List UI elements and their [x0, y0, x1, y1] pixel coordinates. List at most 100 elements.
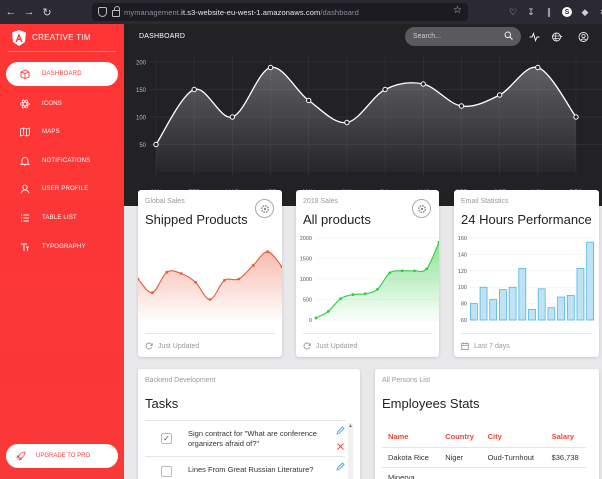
all-products-card: 2018 Sales All products 0 500 1000 1500 2000… — [296, 190, 439, 357]
hero-data-point — [153, 141, 159, 148]
tasks-scrollbar[interactable]: ▲ — [348, 423, 353, 479]
brand[interactable]: CREATIVE TIM — [8, 24, 116, 52]
bar — [566, 295, 575, 321]
card-data-point — [413, 269, 416, 273]
bar — [479, 286, 488, 321]
card-footer-text: Just Updated — [316, 342, 358, 350]
card-data-point — [326, 309, 330, 313]
atom-icon — [20, 99, 30, 108]
task-row: Lines From Great Russian Literature? — [145, 456, 345, 479]
close-icon[interactable] — [336, 442, 345, 451]
sidebar-item-notifications[interactable]: NOTIFICATIONS — [6, 150, 118, 172]
performance-bar-chart: 60 80 100 120 140 160 — [458, 236, 595, 324]
gear-icon — [417, 204, 426, 213]
shield-icon[interactable] — [98, 7, 107, 17]
download-icon[interactable]: ↧ — [527, 6, 535, 17]
card-data-point — [194, 281, 197, 284]
sidebar-item-typography[interactable]: TYPOGRAPHY — [6, 236, 118, 258]
pocket-icon[interactable]: ♡ — [508, 6, 518, 17]
bar — [537, 288, 546, 321]
card-category: Backend Development — [145, 377, 216, 384]
card-data-point — [400, 269, 404, 273]
language-globe-icon[interactable] — [552, 32, 563, 42]
table-row: Dakota Rice Niger Oud-Turnhout $36,738 — [382, 447, 586, 468]
card-data-point — [179, 272, 183, 275]
y-tick-label: 200 — [136, 61, 147, 67]
card-data-point — [339, 297, 342, 301]
all-products-chart: 0 500 1000 1500 2000 — [300, 236, 439, 324]
card-area — [316, 242, 439, 320]
dashboard-icon — [20, 69, 30, 79]
sidebar: CREATIVE TIM DASHBOARD ICONS MAPS NOTIFI… — [0, 24, 124, 479]
upgrade-label: UPGRADE TO PRO — [36, 453, 91, 459]
map-icon — [20, 127, 30, 137]
table-cell: Minerva — [382, 467, 440, 479]
sidebar-item-label: NOTIFICATIONS — [42, 157, 91, 164]
card-category: Email Statistics — [461, 198, 509, 205]
list-icon — [21, 214, 29, 222]
column-header: Country — [439, 427, 482, 448]
y-tick-label: 160 — [458, 236, 467, 242]
scroll-up-icon[interactable]: ▲ — [348, 423, 353, 429]
edit-icon[interactable] — [336, 462, 345, 471]
reload-icon[interactable]: ↻ — [42, 6, 52, 19]
extensions-icon[interactable]: ◆ — [581, 6, 589, 17]
account-icon[interactable] — [578, 32, 589, 42]
card-data-point — [314, 316, 318, 320]
library-icon[interactable]: ∥ — [546, 6, 552, 17]
sidebar-item-maps[interactable]: MAPS — [6, 121, 118, 143]
bar — [586, 241, 594, 321]
upgrade-button[interactable]: UPGRADE TO PRO — [6, 444, 118, 468]
text-icon — [21, 243, 29, 251]
card-title: Shipped Products — [145, 212, 248, 227]
y-tick-label: 1000 — [300, 277, 312, 283]
menu-icon[interactable]: ≡ — [598, 7, 602, 17]
card-title: All products — [303, 212, 371, 227]
search-icon[interactable] — [504, 31, 513, 40]
forward-icon[interactable]: → — [23, 6, 35, 18]
sidebar-item-user-profile[interactable]: USER PROFILE — [6, 178, 118, 200]
y-tick-label: 0 — [309, 318, 312, 324]
sidebar-item-dashboard[interactable]: DASHBOARD — [6, 62, 118, 86]
lock-icon[interactable] — [112, 6, 120, 17]
sidebar-item-label: USER PROFILE — [42, 186, 89, 193]
address-bar[interactable]: mymanagement.it.s3-website-eu-west-1.ama… — [92, 3, 468, 21]
email-statistics-card: Email Statistics 24 Hours Performance 60… — [454, 190, 599, 357]
task-checkbox[interactable] — [161, 466, 172, 477]
sidebar-item-label: MAPS — [42, 129, 60, 136]
sidebar-item-icons[interactable]: ICONS — [6, 93, 118, 115]
extension-badge-icon[interactable]: S — [562, 7, 572, 17]
bar — [528, 308, 536, 321]
employees-table: Name Country City Salary Dakota Rice Nig… — [382, 427, 586, 479]
bookmark-star-icon[interactable]: ☆ — [453, 5, 462, 16]
settings-button[interactable] — [255, 199, 274, 218]
card-title: 24 Hours Performance — [461, 212, 592, 227]
y-tick-label: 100 — [458, 285, 467, 291]
card-data-point — [165, 270, 169, 274]
activity-icon[interactable] — [529, 32, 540, 42]
card-data-point — [425, 267, 429, 271]
card-data-point — [280, 265, 282, 269]
hero-line-chart: 50100150200JANFEBMARAPRMAYJUNJULAUGSEPOC… — [136, 56, 602, 196]
search-input[interactable]: Search... — [405, 27, 521, 46]
card-footer-text: Just Updated — [158, 342, 200, 350]
hero-data-point — [420, 81, 426, 87]
table-header-row: Name Country City Salary — [382, 427, 586, 448]
sidebar-item-table-list[interactable]: TABLE LIST — [6, 207, 118, 229]
hero-data-point — [229, 114, 236, 120]
bar — [508, 286, 517, 321]
settings-button[interactable] — [412, 199, 431, 218]
hero-panel: DASHBOARD Search... 50100150200JANFEBMAR… — [124, 24, 602, 206]
y-tick-label: 80 — [461, 302, 467, 308]
card-data-point — [388, 271, 392, 275]
table-cell: $36,738 — [545, 447, 586, 468]
task-checkbox[interactable]: ✓ — [161, 433, 172, 444]
edit-icon[interactable] — [336, 426, 345, 435]
hero-data-point — [344, 119, 350, 126]
back-icon[interactable]: ← — [5, 6, 17, 18]
sidebar-item-label: TABLE LIST — [42, 214, 77, 221]
card-data-point — [266, 250, 269, 254]
card-data-point — [363, 292, 367, 296]
hero-data-point — [267, 64, 274, 71]
hero-series-line — [155, 66, 577, 145]
